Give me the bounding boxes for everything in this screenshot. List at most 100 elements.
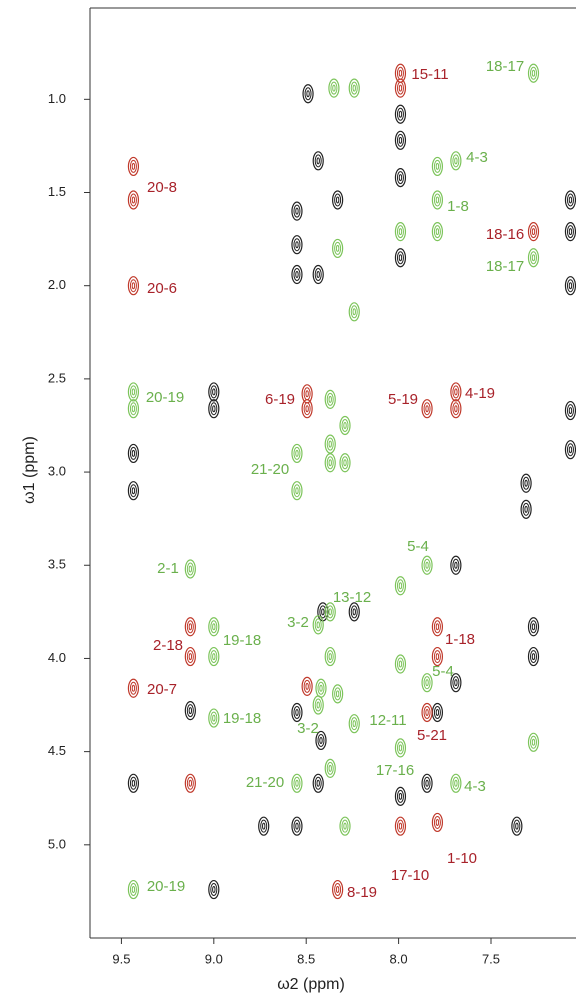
contour (566, 443, 574, 457)
contour (568, 196, 573, 204)
contour (188, 653, 193, 661)
contour (431, 646, 444, 667)
contour (326, 605, 334, 619)
peak (450, 382, 462, 402)
contour (293, 268, 301, 282)
contour (129, 402, 137, 416)
contour (127, 156, 140, 177)
contour (305, 390, 309, 398)
contour (212, 388, 216, 396)
x-axis-title: ω2 (ppm) (277, 976, 345, 993)
contour (350, 717, 358, 731)
contour (312, 151, 324, 171)
peak-label: 21-20 (246, 774, 284, 791)
peak-label: 21-20 (251, 461, 289, 478)
contour (435, 708, 440, 716)
contour (291, 773, 303, 793)
peak (431, 812, 444, 833)
peak (291, 443, 303, 464)
contour (326, 761, 334, 775)
peak (450, 773, 462, 793)
contour (186, 776, 194, 790)
contour (394, 130, 407, 150)
peak (394, 222, 407, 242)
contour (398, 660, 403, 668)
contour (306, 90, 310, 98)
contour (564, 400, 576, 421)
contour (258, 816, 270, 836)
peak-label: 1-18 (445, 631, 475, 648)
contour (212, 653, 216, 661)
contour (454, 779, 458, 787)
contour (210, 650, 218, 664)
peak (291, 201, 303, 221)
peak (564, 440, 576, 460)
peak (184, 617, 196, 637)
contour (127, 481, 140, 501)
contour (433, 705, 441, 719)
contour (334, 193, 342, 207)
peak (431, 646, 444, 667)
peak (421, 399, 433, 419)
peak-label: 8-19 (347, 884, 377, 901)
contour (343, 421, 347, 429)
contour (352, 608, 356, 616)
contour (394, 576, 407, 596)
peak-label: 20-7 (147, 681, 177, 698)
peak (324, 389, 336, 409)
contour (529, 66, 537, 80)
contour (398, 84, 403, 92)
contour (131, 196, 136, 204)
contour (319, 605, 327, 619)
contour (450, 773, 462, 793)
peak (450, 673, 462, 693)
contour (208, 617, 220, 637)
contour (531, 254, 536, 262)
contour (394, 167, 407, 188)
contour (531, 653, 536, 661)
peak (421, 673, 433, 693)
contour (127, 190, 140, 210)
y-tick-label: 2.5 (48, 370, 66, 385)
contour (394, 654, 407, 674)
peak-label: 2-1 (157, 560, 179, 577)
contour (293, 776, 301, 790)
contour (317, 681, 325, 695)
contour (433, 815, 441, 829)
peak (312, 773, 324, 793)
contour (316, 271, 320, 279)
x-tick-label: 8.5 (297, 951, 315, 966)
contour (564, 222, 576, 242)
peak-label: 3-2 (287, 614, 309, 631)
contour (212, 623, 216, 631)
contour (188, 707, 193, 715)
contour (295, 271, 299, 279)
contour (335, 244, 340, 252)
contour (398, 582, 403, 590)
peak (564, 222, 576, 242)
contour (450, 382, 462, 402)
contour (129, 883, 137, 897)
contour (433, 225, 441, 239)
contour (394, 738, 407, 758)
peak (339, 415, 351, 436)
contour (188, 565, 193, 573)
peak (301, 676, 313, 696)
contour (394, 816, 407, 836)
contour (131, 388, 136, 396)
peak (315, 730, 327, 751)
contour (186, 620, 194, 634)
contour (425, 405, 429, 413)
peak-label: 18-16 (486, 226, 524, 243)
contour (454, 157, 458, 165)
contour (396, 171, 404, 185)
contour (520, 499, 532, 519)
contour (127, 399, 140, 419)
contour (398, 254, 403, 262)
contour (454, 561, 458, 569)
contour (524, 479, 528, 487)
peak (127, 773, 140, 793)
peak-label: 4-3 (464, 778, 486, 795)
contour (431, 156, 444, 177)
contour (433, 159, 441, 173)
